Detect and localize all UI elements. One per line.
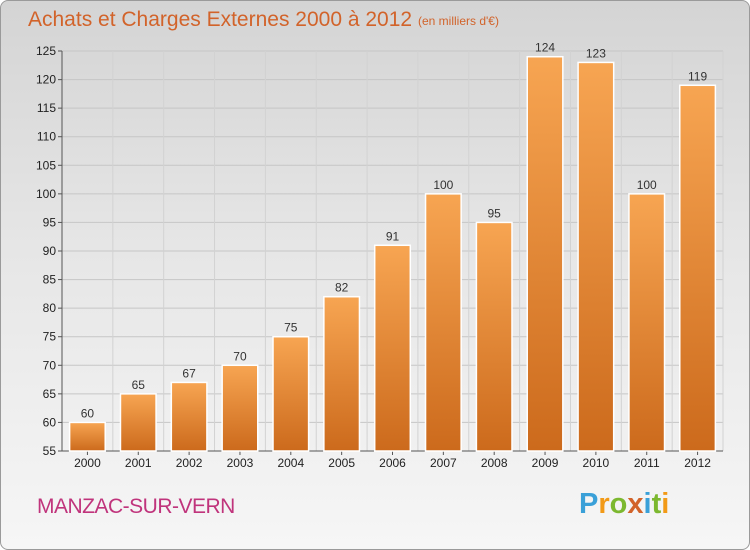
bar <box>526 55 564 452</box>
x-tick-label: 2005 <box>328 456 355 470</box>
bars <box>68 55 717 452</box>
bar <box>577 61 615 452</box>
y-tick-label: 80 <box>43 301 57 315</box>
logo-letter: x <box>627 488 644 520</box>
bar <box>272 335 310 452</box>
x-tick-label: 2011 <box>634 456 660 470</box>
x-tick-label: 2000 <box>74 456 101 470</box>
logo-letter: t <box>651 488 662 520</box>
x-tick-label: 2003 <box>227 456 254 470</box>
y-tick-label: 65 <box>43 387 57 401</box>
data-label: 60 <box>81 406 95 420</box>
y-tick-label: 75 <box>43 330 57 344</box>
x-tick-label: 2007 <box>430 456 457 470</box>
y-tick-label: 125 <box>36 44 56 58</box>
y-tick-label: 55 <box>43 444 57 458</box>
bar <box>119 393 157 452</box>
data-label: 91 <box>386 229 400 243</box>
chart-unit: (en milliers d'€) <box>418 14 499 28</box>
y-tick-label: 60 <box>43 415 57 429</box>
bar <box>170 381 208 452</box>
data-label: 100 <box>637 178 657 192</box>
chart-title: Achats et Charges Externes 2000 à 2012 <box>28 8 413 31</box>
data-label: 65 <box>132 378 146 392</box>
logo-letter: i <box>661 488 670 520</box>
bar <box>679 84 717 452</box>
data-label: 75 <box>284 321 298 335</box>
data-label: 124 <box>535 41 555 55</box>
y-tick-label: 85 <box>43 273 57 287</box>
y-tick-label: 90 <box>43 244 57 258</box>
y-tick-label: 115 <box>37 101 56 115</box>
data-label: 82 <box>335 281 349 295</box>
x-tick-label: 2012 <box>684 456 711 470</box>
bar <box>424 193 462 452</box>
data-label: 119 <box>688 69 707 83</box>
x-tick-label: 2006 <box>379 456 406 470</box>
y-tick-label: 70 <box>43 358 57 372</box>
x-tick-label: 2008 <box>481 456 508 470</box>
logo-letter: o <box>609 488 628 520</box>
bar <box>68 421 106 452</box>
data-label: 67 <box>182 366 196 380</box>
y-tick-label: 120 <box>36 73 56 87</box>
bar <box>628 193 666 452</box>
x-tick-label: 2010 <box>583 456 610 470</box>
bar <box>221 364 259 452</box>
bar <box>323 295 361 452</box>
x-tick-label: 2001 <box>125 456 152 470</box>
logo-letter: r <box>598 488 610 520</box>
place-name: MANZAC-SUR-VERN <box>37 495 235 518</box>
data-label: 70 <box>233 349 247 363</box>
data-label: 100 <box>433 178 453 192</box>
labels: 55 60 65 70 75 80 85 90 95 100 105 110 115 120 125 60 20… <box>36 41 711 470</box>
data-label: 95 <box>488 206 502 220</box>
bar <box>475 221 513 452</box>
x-tick-label: 2002 <box>176 456 203 470</box>
y-tick-label: 110 <box>37 130 56 144</box>
data-label: 123 <box>586 46 606 60</box>
logo-letter: i <box>643 488 652 520</box>
y-tick-label: 105 <box>36 158 56 172</box>
x-tick-label: 2004 <box>277 456 304 470</box>
y-tick-label: 100 <box>36 187 56 201</box>
proxiti-logo[interactable]: Proxiti <box>579 488 669 521</box>
y-tick-label: 95 <box>43 215 57 229</box>
x-tick-label: 2009 <box>532 456 559 470</box>
bar <box>373 244 412 452</box>
logo-letter: P <box>579 488 599 520</box>
